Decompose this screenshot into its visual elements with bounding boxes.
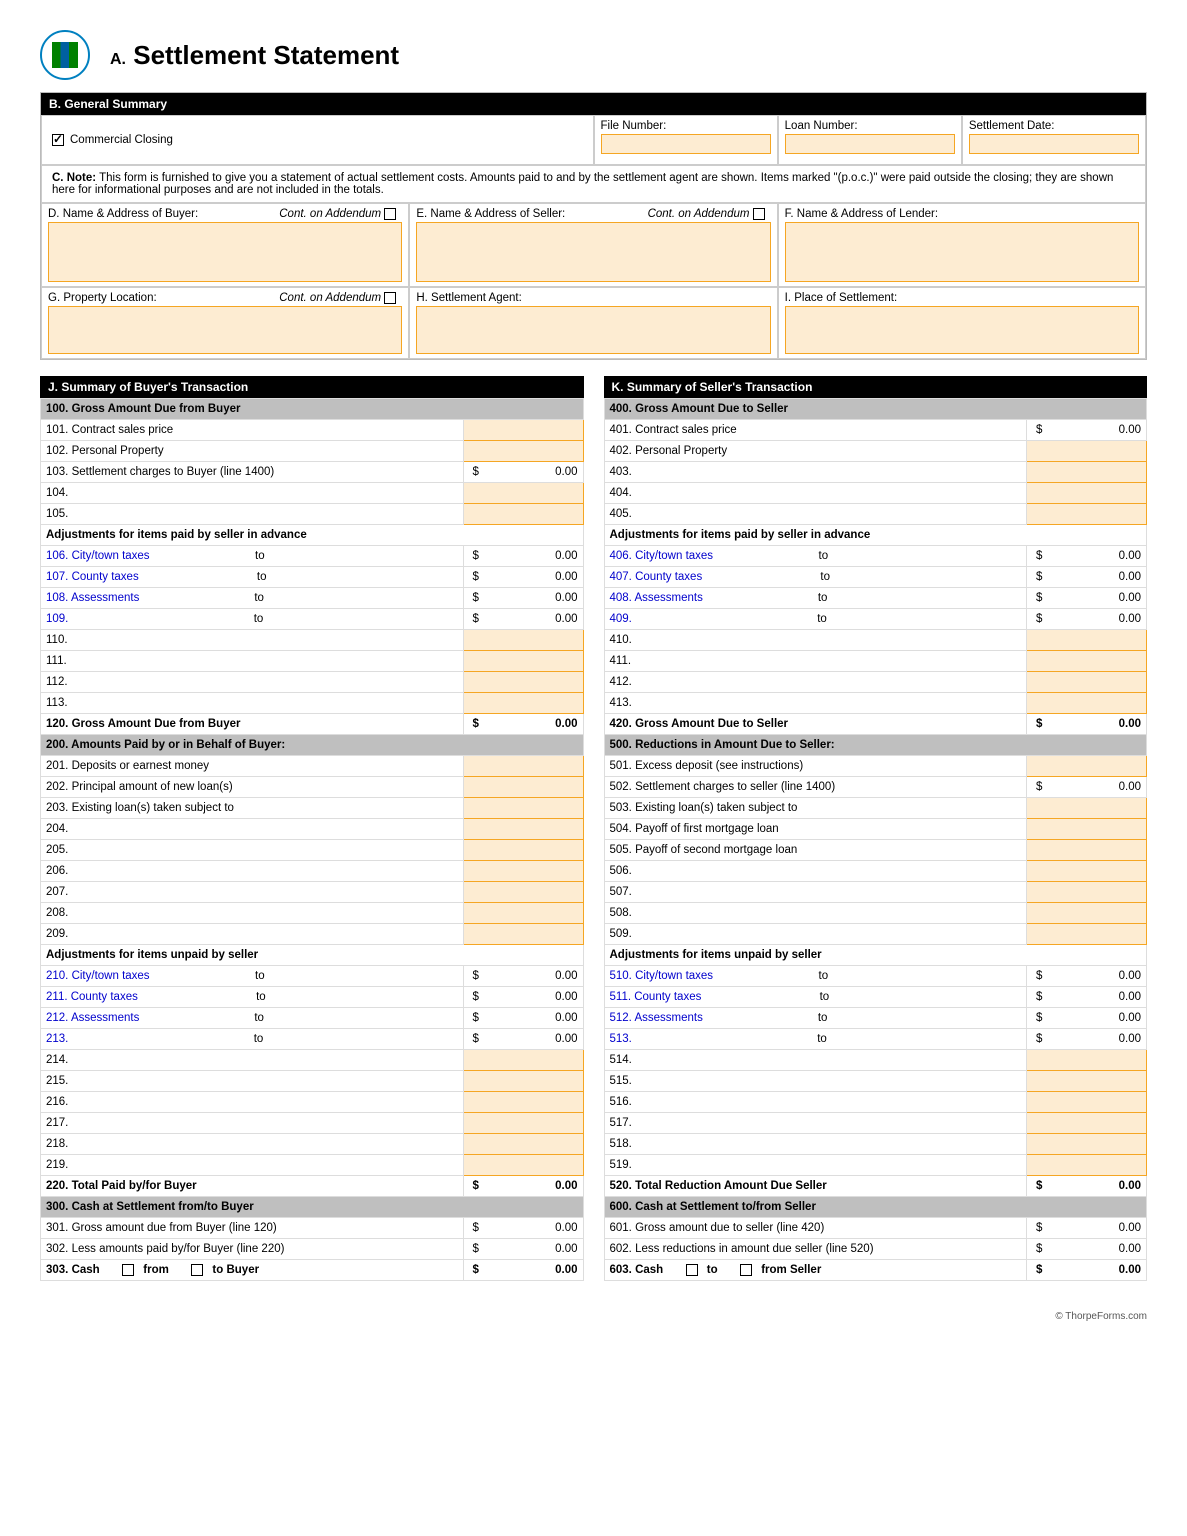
loan-number-label: Loan Number: [785,120,955,132]
r412-amount[interactable] [1027,672,1147,693]
g-addendum-checkbox[interactable] [384,292,396,304]
r111-amount[interactable] [463,651,583,672]
cash-from-seller-checkbox[interactable] [740,1264,752,1276]
property-location-input[interactable] [48,306,402,354]
f-label: F. Name & Address of Lender: [785,208,1139,220]
settlement-agent-input[interactable] [416,306,770,354]
r105-amount[interactable] [463,504,583,525]
place-settlement-input[interactable] [785,306,1139,354]
r110-amount[interactable] [463,630,583,651]
hud-seal-icon [40,30,90,80]
r104-amount[interactable] [463,483,583,504]
r403-amount[interactable] [1027,462,1147,483]
r402-amount[interactable] [1027,441,1147,462]
r508-amount[interactable] [1027,903,1147,924]
r509-amount[interactable] [1027,924,1147,945]
r411-amount[interactable] [1027,651,1147,672]
r207-amount[interactable] [463,882,583,903]
r204-amount[interactable] [463,819,583,840]
r208-amount[interactable] [463,903,583,924]
r507-amount[interactable] [1027,882,1147,903]
r203-amount[interactable] [463,798,583,819]
g-label: G. Property Location: [48,292,157,304]
commercial-closing-checkbox[interactable] [52,134,64,146]
r413-amount[interactable] [1027,693,1147,714]
r501-amount[interactable] [1027,756,1147,777]
d-label: D. Name & Address of Buyer: [48,208,198,220]
settlement-date-input[interactable] [969,134,1139,154]
r202-amount[interactable] [463,777,583,798]
r102-amount[interactable] [463,441,583,462]
d-addendum-checkbox[interactable] [384,208,396,220]
r517-amount[interactable] [1027,1113,1147,1134]
r217-amount[interactable] [463,1113,583,1134]
r503-amount[interactable] [1027,798,1147,819]
r112-amount[interactable] [463,672,583,693]
cash-from-checkbox[interactable] [122,1264,134,1276]
lender-address-input[interactable] [785,222,1139,282]
r215-amount[interactable] [463,1071,583,1092]
buyer-transaction-table: 100. Gross Amount Due from Buyer 101. Co… [40,398,584,1281]
seller-address-input[interactable] [416,222,770,282]
file-number-input[interactable] [601,134,771,154]
r514-amount[interactable] [1027,1050,1147,1071]
i-label: I. Place of Settlement: [785,292,1139,304]
buyer-address-input[interactable] [48,222,402,282]
r218-amount[interactable] [463,1134,583,1155]
r506-amount[interactable] [1027,861,1147,882]
r113-amount[interactable] [463,693,583,714]
commercial-closing-label: Commercial Closing [70,134,173,146]
section-b-header: B. General Summary [41,93,1146,115]
r201-amount[interactable] [463,756,583,777]
r405-amount[interactable] [1027,504,1147,525]
r216-amount[interactable] [463,1092,583,1113]
note-row: C. Note: This form is furnished to give … [41,165,1146,203]
page-title: A. Settlement Statement [110,40,399,71]
r410-amount[interactable] [1027,630,1147,651]
r214-amount[interactable] [463,1050,583,1071]
footer-copyright: © ThorpeForms.com [40,1311,1147,1322]
r205-amount[interactable] [463,840,583,861]
r101-amount[interactable] [463,420,583,441]
e-label: E. Name & Address of Seller: [416,208,565,220]
r404-amount[interactable] [1027,483,1147,504]
settlement-date-label: Settlement Date: [969,120,1139,132]
cash-to-checkbox[interactable] [686,1264,698,1276]
r505-amount[interactable] [1027,840,1147,861]
loan-number-input[interactable] [785,134,955,154]
r206-amount[interactable] [463,861,583,882]
e-addendum-checkbox[interactable] [753,208,765,220]
j-header: J. Summary of Buyer's Transaction [40,376,584,398]
seller-transaction-table: 400. Gross Amount Due to Seller 401. Con… [604,398,1148,1281]
r516-amount[interactable] [1027,1092,1147,1113]
cash-to-buyer-checkbox[interactable] [191,1264,203,1276]
r518-amount[interactable] [1027,1134,1147,1155]
r504-amount[interactable] [1027,819,1147,840]
r219-amount[interactable] [463,1155,583,1176]
r519-amount[interactable] [1027,1155,1147,1176]
r515-amount[interactable] [1027,1071,1147,1092]
k-header: K. Summary of Seller's Transaction [604,376,1148,398]
h-label: H. Settlement Agent: [416,292,770,304]
file-number-label: File Number: [601,120,771,132]
r209-amount[interactable] [463,924,583,945]
